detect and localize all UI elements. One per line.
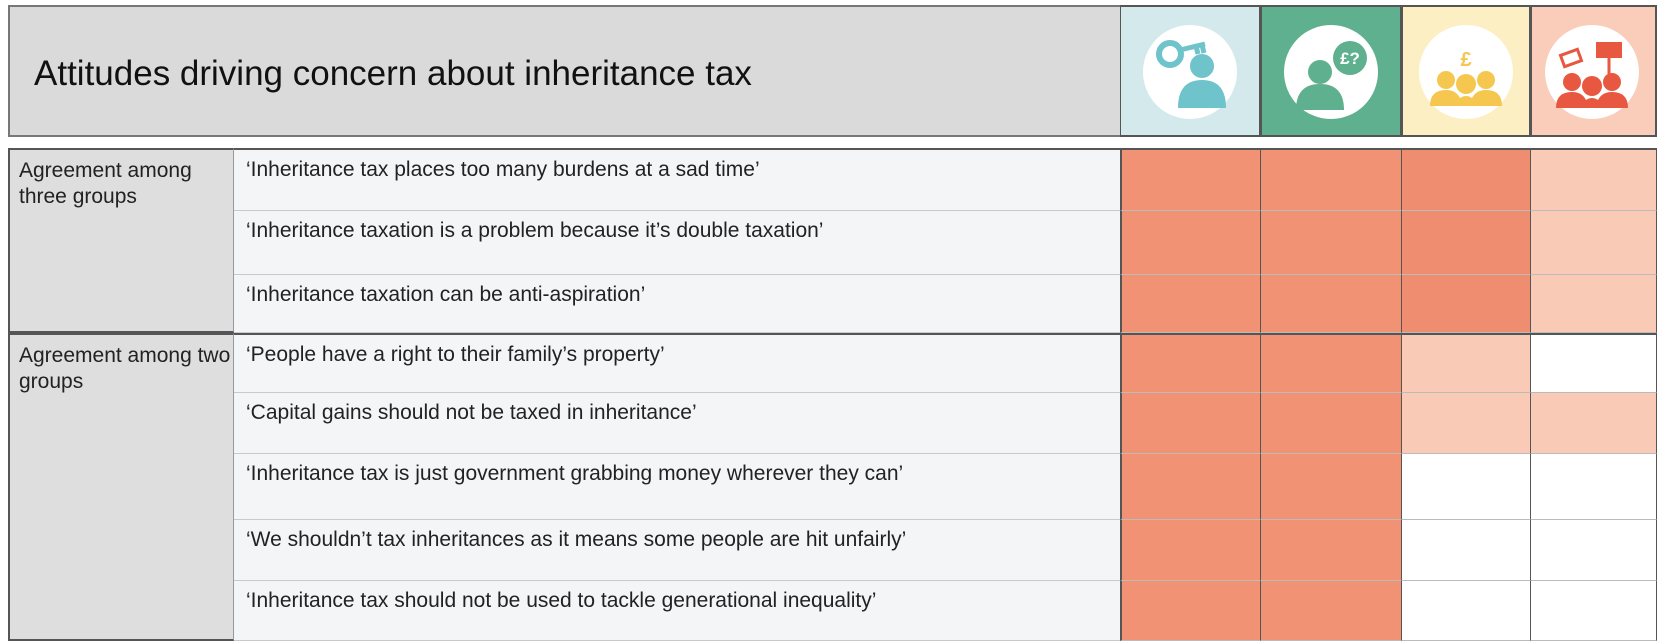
- agreement-cell: [1261, 211, 1402, 275]
- agreement-cell: [1402, 148, 1531, 211]
- agreement-cell: [1261, 581, 1402, 641]
- svg-text:£?: £?: [1340, 49, 1360, 68]
- agreement-cell: [1261, 520, 1402, 581]
- agreement-cell: [1531, 393, 1657, 454]
- agreement-cell: [1402, 581, 1531, 641]
- title: Attitudes driving concern about inherita…: [34, 54, 752, 93]
- agreement-cell: [1120, 148, 1261, 211]
- icon-key: [1143, 25, 1237, 119]
- statement: ‘Inheritance taxation can be anti-aspira…: [234, 275, 1120, 333]
- svg-text:£: £: [1460, 49, 1471, 71]
- agreement-cell: [1531, 275, 1657, 333]
- agreement-cell: [1531, 148, 1657, 211]
- statement: ‘Inheritance tax places too many burdens…: [234, 148, 1120, 211]
- agreement-cell: [1120, 275, 1261, 333]
- agreement-cell: [1531, 211, 1657, 275]
- statement: ‘We shouldn’t tax inheritances as it mea…: [234, 520, 1120, 581]
- agreement-cell: [1531, 333, 1657, 393]
- agreement-cell: [1120, 211, 1261, 275]
- agreement-cell: [1402, 393, 1531, 454]
- icon-group: £: [1419, 25, 1513, 119]
- icon-protest: [1545, 25, 1639, 119]
- agreement-cell: [1402, 333, 1531, 393]
- agreement-cell: [1120, 393, 1261, 454]
- agreement-cell: [1120, 581, 1261, 641]
- icons: £? £: [1143, 25, 1639, 119]
- agreement-cell: [1402, 275, 1531, 333]
- agreement-cell: [1120, 454, 1261, 520]
- agreement-cell: [1402, 211, 1531, 275]
- agreement-cell: [1261, 275, 1402, 333]
- agreement-cell: [1531, 454, 1657, 520]
- agreement-cell: [1402, 454, 1531, 520]
- agreement-cell: [1261, 454, 1402, 520]
- icon-question: £?: [1284, 25, 1378, 119]
- statement: ‘Inheritance tax should not be used to t…: [234, 581, 1120, 641]
- group-label: Agreement among two groups: [8, 333, 234, 641]
- agreement-cell: [1261, 393, 1402, 454]
- group-label: Agreement among three groups: [8, 148, 234, 333]
- agreement-cell: [1120, 520, 1261, 581]
- statement: ‘Inheritance taxation is a problem becau…: [234, 211, 1120, 275]
- statement: ‘Inheritance tax is just government grab…: [234, 454, 1120, 520]
- statement: ‘Capital gains should not be taxed in in…: [234, 393, 1120, 454]
- agreement-cell: [1531, 581, 1657, 641]
- agreement-cell: [1402, 520, 1531, 581]
- title-box: Attitudes driving concern about inherita…: [8, 5, 1120, 137]
- agreement-cell: [1261, 148, 1402, 211]
- statement: ‘People have a right to their family’s p…: [234, 333, 1120, 393]
- agreement-cell: [1120, 333, 1261, 393]
- agreement-cell: [1531, 520, 1657, 581]
- agreement-cell: [1261, 333, 1402, 393]
